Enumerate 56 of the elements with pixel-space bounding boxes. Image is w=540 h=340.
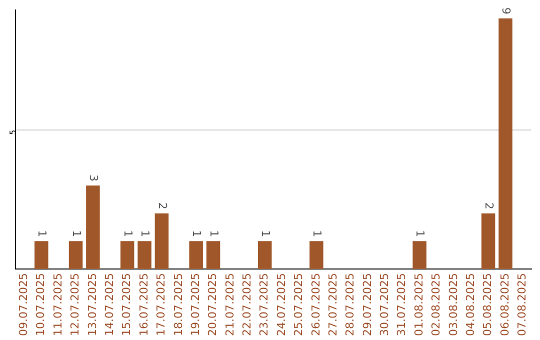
bar (189, 241, 203, 270)
x-tick-label: 03.08.2025 (446, 273, 460, 336)
x-tick-label: 06.08.2025 (498, 273, 512, 336)
x-tick-label: 31.07.2025 (395, 273, 408, 336)
x-tick-label: 22.07.2025 (240, 273, 254, 336)
x-tick-label: 09.07.2025 (17, 273, 30, 336)
x-tick-label: 11.07.2025 (51, 273, 64, 336)
bar (120, 241, 134, 270)
x-tick-label: 17.07.2025 (154, 273, 168, 336)
bar (498, 18, 512, 270)
data-label: 2 (156, 202, 169, 210)
x-tick-label: 30.07.2025 (378, 273, 392, 336)
bar (154, 213, 169, 270)
x-tick-label: 02.08.2025 (430, 273, 443, 336)
x-tick-label: 25.07.2025 (292, 273, 306, 336)
bar (206, 241, 220, 270)
bar (86, 185, 100, 270)
data-label: 1 (70, 230, 83, 238)
x-tick-label: 14.07.2025 (102, 273, 116, 336)
x-tick-label: 21.07.2025 (223, 273, 236, 336)
data-label: 1 (190, 230, 204, 238)
data-label: 3 (87, 174, 100, 182)
x-tick-label: 28.07.2025 (344, 273, 357, 336)
bar (412, 241, 426, 270)
bar (481, 213, 496, 270)
x-tick-label: 16.07.2025 (137, 273, 150, 336)
data-label: 2 (482, 202, 496, 210)
data-label: 9 (500, 7, 513, 14)
data-label: 1 (121, 230, 134, 238)
data-label: 1 (138, 230, 152, 238)
bar (258, 241, 272, 270)
x-tick-label: 26.07.2025 (309, 273, 322, 336)
data-label: 1 (258, 230, 272, 238)
x-tick-label: 27.07.2025 (326, 273, 340, 336)
x-tick-label: 04.08.2025 (464, 273, 477, 336)
x-tick-label: 07.08.2025 (516, 273, 529, 336)
x-tick-label: 23.07.2025 (258, 273, 271, 336)
bar (34, 241, 48, 270)
x-tick-label: 20.07.2025 (206, 273, 220, 336)
x-tick-label: 05.08.2025 (481, 273, 494, 336)
data-label: 1 (207, 230, 220, 238)
x-tick-label: 13.07.2025 (86, 273, 99, 336)
x-tick-label: 19.07.2025 (188, 273, 202, 336)
x-tick-label: 10.07.2025 (34, 273, 48, 336)
data-label: 1 (310, 230, 324, 238)
x-tick-label: 15.07.2025 (120, 273, 134, 336)
bar (68, 241, 83, 270)
bar (138, 241, 152, 270)
x-tick-label: 24.07.2025 (274, 273, 288, 336)
x-tick-label: 12.07.2025 (68, 273, 82, 336)
bar (310, 241, 324, 270)
data-label: 1 (414, 230, 427, 238)
x-tick-label: 18.07.2025 (172, 273, 185, 336)
x-tick-label: 01.08.2025 (412, 273, 426, 336)
data-label: 1 (36, 230, 49, 238)
x-tick-label: 29.07.2025 (360, 273, 374, 336)
